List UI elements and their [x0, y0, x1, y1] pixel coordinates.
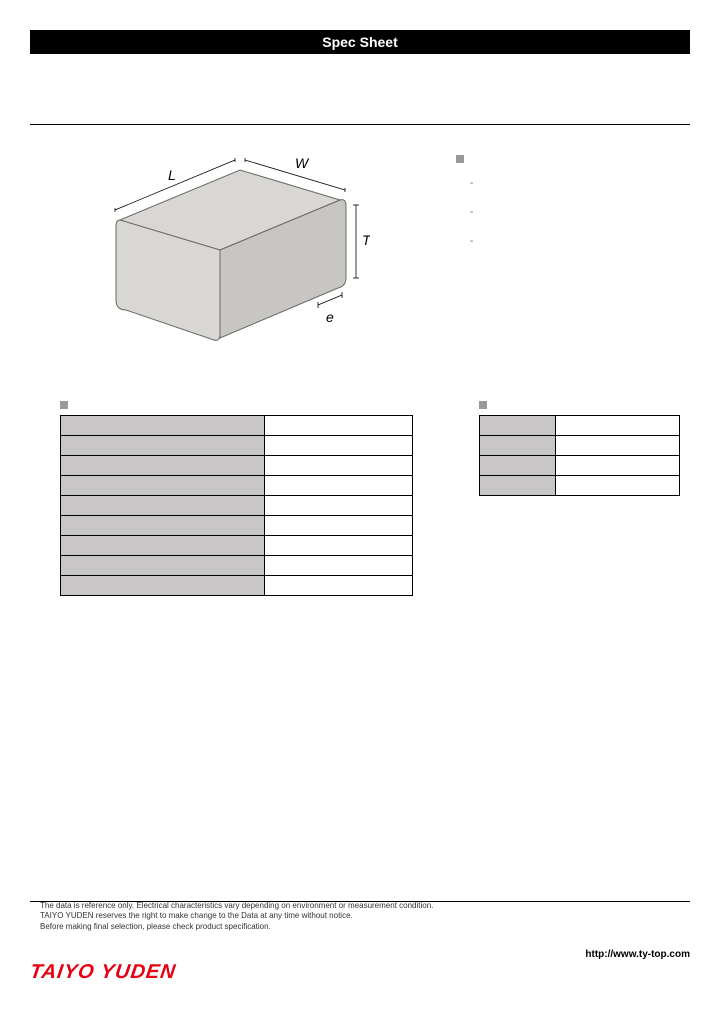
- table-row: [479, 416, 679, 436]
- dim-label-e: e: [326, 309, 334, 325]
- note-item: -: [456, 207, 690, 218]
- table-row: [61, 576, 413, 596]
- notes-list: - - -: [456, 178, 690, 247]
- dim-table-header: [479, 400, 680, 411]
- spec-table-header: [60, 400, 413, 411]
- table-row: [479, 436, 679, 456]
- note-item: -: [456, 178, 690, 189]
- table-row: [61, 476, 413, 496]
- page-title-bar: Spec Sheet: [30, 30, 690, 54]
- component-diagram: L W T e: [90, 150, 370, 355]
- spec-table: [60, 415, 413, 596]
- note-item: -: [456, 236, 690, 247]
- table-row: [479, 456, 679, 476]
- dim-label-L: L: [168, 167, 176, 183]
- bullet-square-icon: [479, 401, 487, 409]
- table-row: [61, 416, 413, 436]
- footer-url: http://www.ty-top.com: [585, 949, 690, 960]
- table-row: [61, 536, 413, 556]
- table-row: [61, 496, 413, 516]
- disclaimer-block: The data is reference only. Electrical c…: [40, 901, 433, 932]
- bullet-square-icon: [60, 401, 68, 409]
- table-row: [61, 456, 413, 476]
- table-row: [479, 476, 679, 496]
- disclaimer-line: TAIYO YUDEN reserves the right to make c…: [40, 911, 433, 921]
- bullet-square-icon: [456, 155, 464, 163]
- dimension-table: [479, 415, 680, 496]
- disclaimer-line: The data is reference only. Electrical c…: [40, 901, 433, 911]
- table-row: [61, 436, 413, 456]
- notes-header: [456, 150, 690, 168]
- upper-content: L W T e: [30, 150, 690, 355]
- table-row: [61, 516, 413, 536]
- dim-label-W: W: [295, 155, 310, 171]
- divider-top: [30, 124, 690, 125]
- dim-label-T: T: [362, 232, 370, 248]
- table-row: [61, 556, 413, 576]
- brand-logo: TAIYO YUDEN: [28, 961, 177, 984]
- page-title: Spec Sheet: [322, 34, 397, 50]
- disclaimer-line: Before making final selection, please ch…: [40, 922, 433, 932]
- tables-section: [30, 400, 690, 596]
